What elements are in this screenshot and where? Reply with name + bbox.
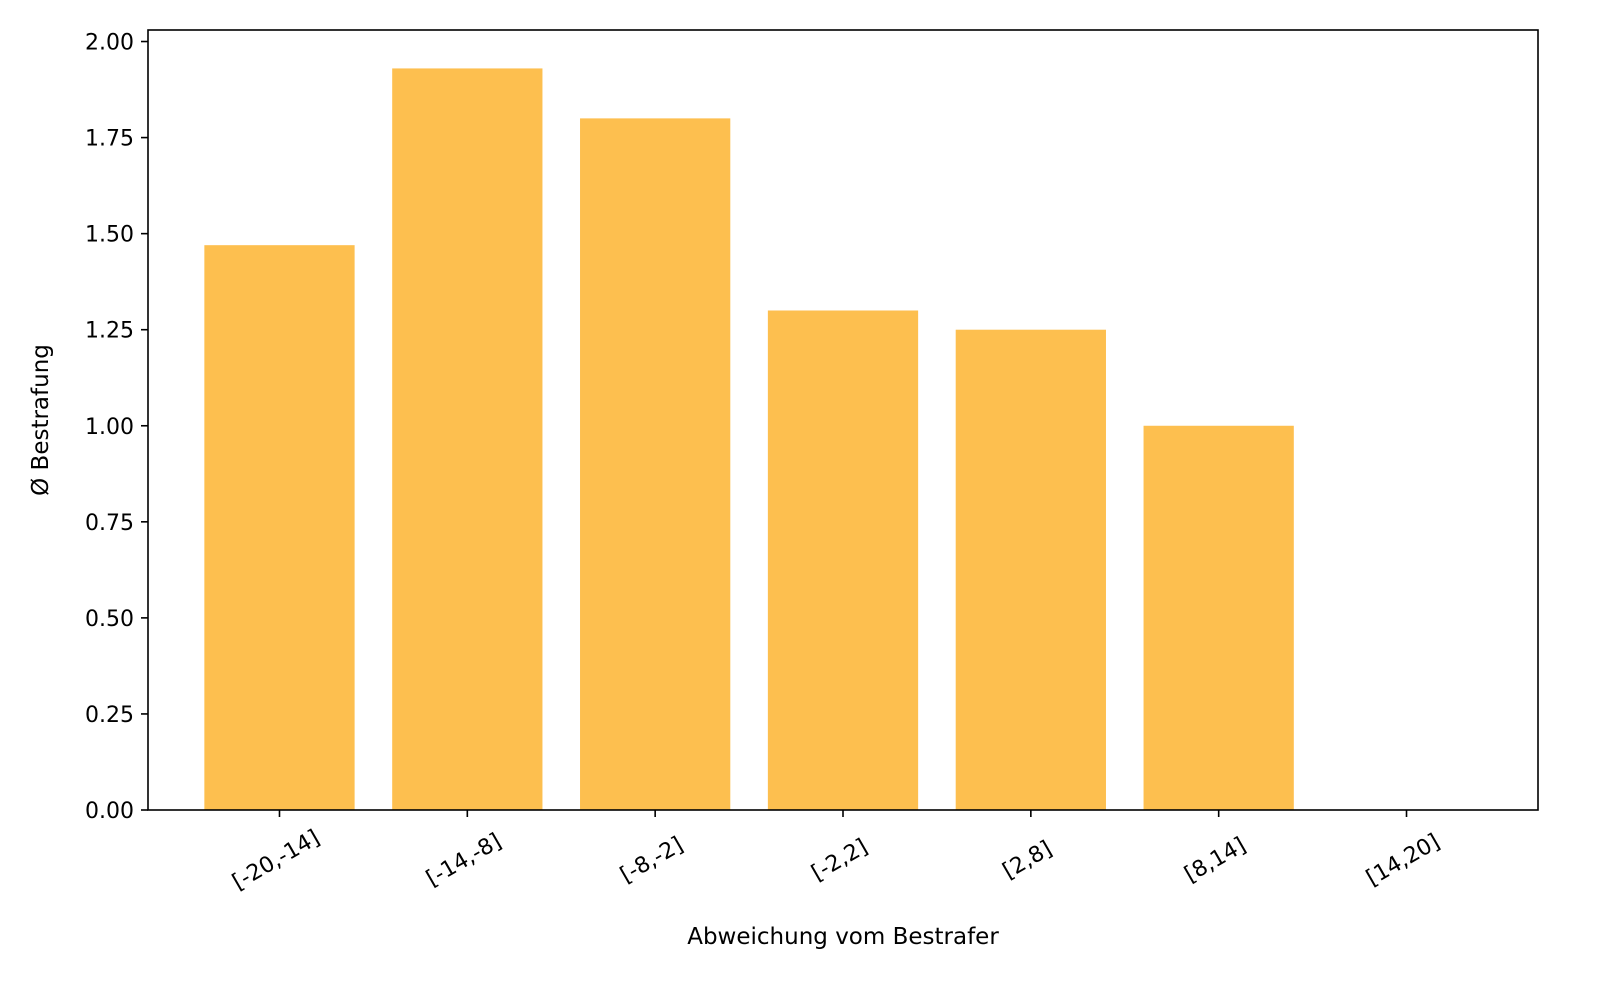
y-tick-label: 1.75: [85, 127, 134, 152]
bars-group: [204, 68, 1294, 810]
bar-[2,8]: [955, 329, 1106, 810]
bar-[-8,-2]: [580, 118, 731, 810]
y-axis-label: Ø Bestrafung: [28, 344, 54, 496]
y-tick-label: 0.25: [85, 703, 134, 728]
bar-[8,14]: [1143, 425, 1294, 810]
x-axis-label: Abweichung vom Bestrafer: [687, 924, 999, 950]
plot-frame: [147, 29, 1539, 811]
bar-[-14,-8]: [392, 68, 543, 810]
bar-[-2,2]: [767, 310, 919, 810]
y-tick-label: 2.00: [85, 31, 134, 56]
y-axis: 0.00 0.25 0.50 0.75 1.00 1.25 1.50 1.75 2.00: [85, 31, 148, 824]
y-tick-label: 1.50: [85, 223, 134, 248]
y-tick-label: 0.75: [85, 511, 134, 536]
y-tick-label: 1.25: [85, 319, 134, 344]
y-tick-label: 0.00: [85, 799, 134, 824]
y-tick-label: 1.00: [85, 415, 134, 440]
y-tick-label: 0.50: [85, 607, 134, 632]
bar-[-20,-14]: [204, 245, 355, 810]
